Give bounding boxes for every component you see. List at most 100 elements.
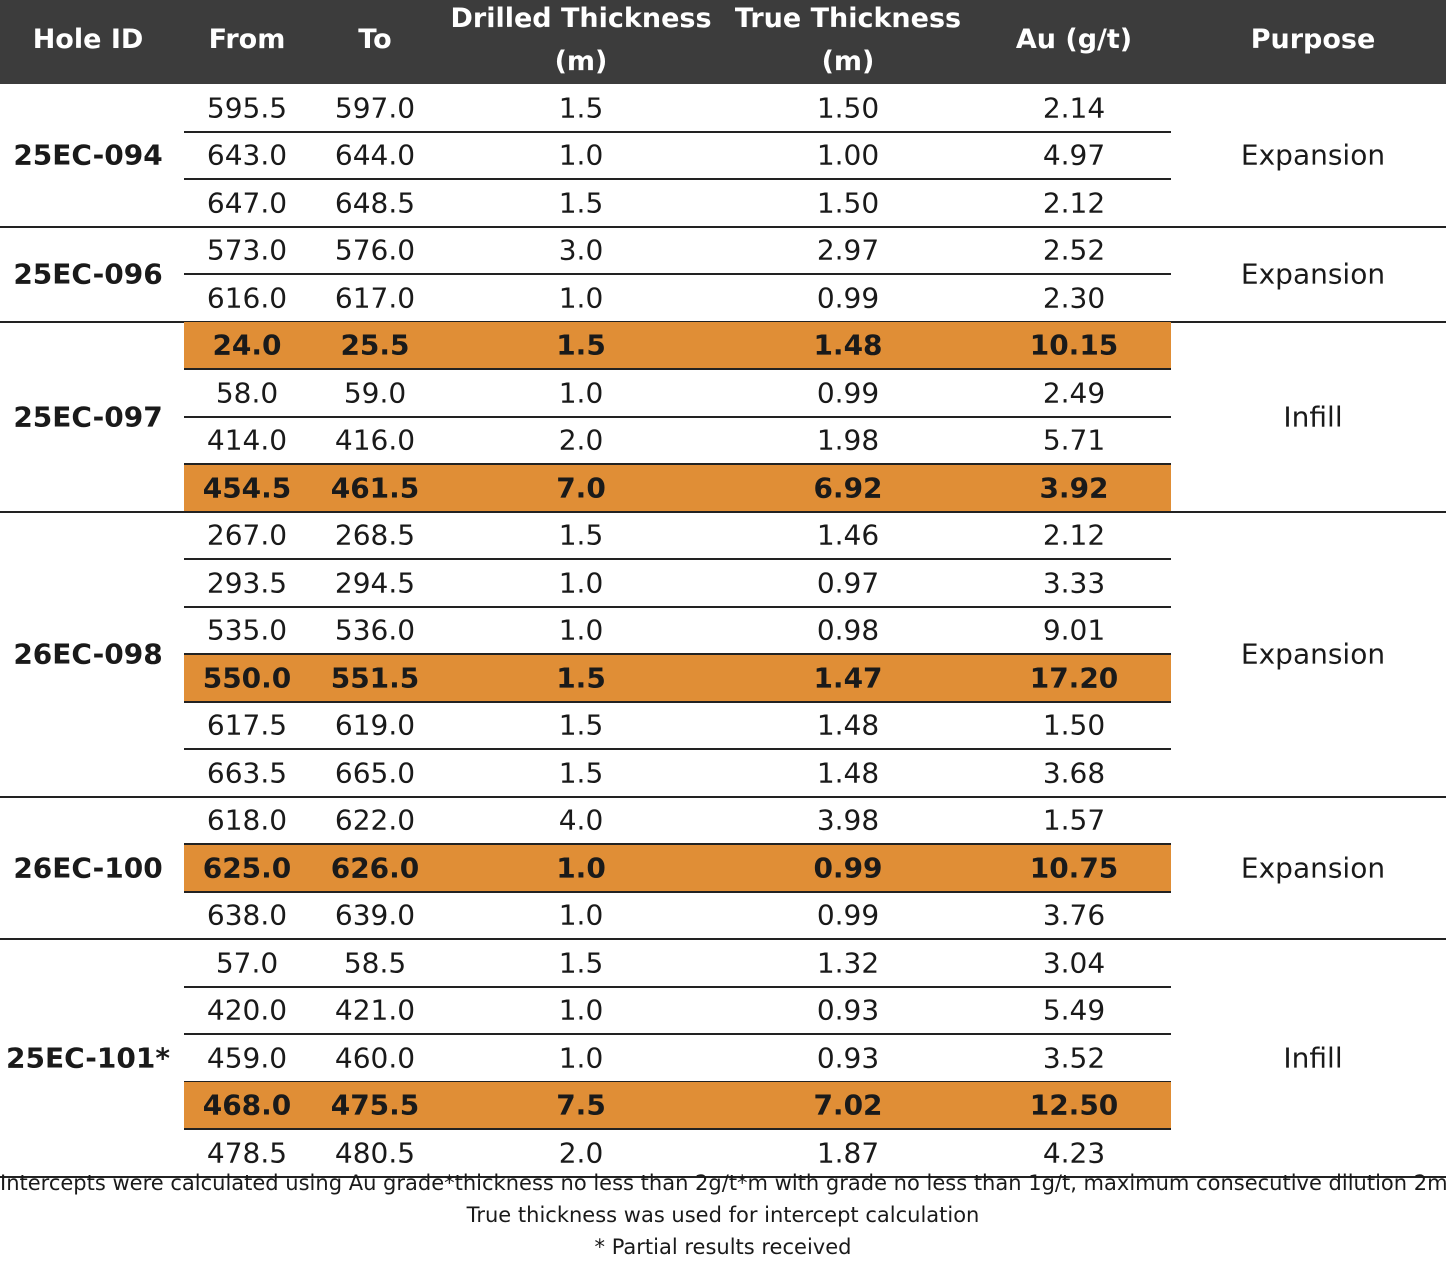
highlight-row-bg	[184, 1082, 1171, 1128]
cell-from: 595.5	[206, 91, 288, 125]
group-divider	[0, 1175, 1446, 1178]
cell-drilled: 1.0	[558, 566, 604, 600]
cell-from: 550.0	[202, 661, 292, 695]
cell-drilled: 1.0	[558, 1041, 604, 1075]
cell-true: 0.98	[816, 613, 880, 647]
cell-to: 665.0	[334, 756, 416, 790]
cell-true: 0.99	[816, 376, 880, 410]
cell-to: 536.0	[334, 613, 416, 647]
cell-au: 1.57	[1042, 803, 1106, 837]
cell-to: 626.0	[330, 851, 420, 885]
group-divider	[0, 795, 1446, 798]
cell-true: 1.50	[816, 91, 880, 125]
header-drilled-thickness: Drilled Thickness	[450, 3, 712, 34]
cell-au: 3.76	[1042, 898, 1106, 932]
cell-drilled: 1.0	[558, 376, 604, 410]
row-divider	[184, 748, 1171, 750]
cell-true: 1.48	[813, 328, 883, 362]
cell-true: 0.99	[813, 851, 883, 885]
cell-true: 7.02	[813, 1088, 883, 1122]
cell-from: 663.5	[206, 756, 288, 790]
cell-drilled: 2.0	[558, 423, 604, 457]
cell-true: 0.93	[816, 993, 880, 1027]
header-true-unit: (m)	[821, 46, 875, 77]
row-divider	[184, 1080, 1171, 1083]
cell-au: 2.12	[1042, 518, 1106, 552]
cell-au: 3.04	[1042, 946, 1106, 980]
cell-from: 573.0	[206, 233, 288, 267]
cell-drilled: 4.0	[558, 803, 604, 837]
cell-from: 414.0	[206, 423, 288, 457]
row-divider	[184, 843, 1171, 845]
cell-true: 1.00	[816, 138, 880, 172]
cell-from: 468.0	[202, 1088, 292, 1122]
cell-to: 619.0	[334, 708, 416, 742]
cell-au: 10.75	[1029, 851, 1119, 885]
cell-au: 2.52	[1042, 233, 1106, 267]
cell-au: 9.01	[1042, 613, 1106, 647]
cell-true: 0.99	[816, 281, 880, 315]
cell-drilled: 1.0	[558, 138, 604, 172]
cell-to: 58.5	[343, 946, 407, 980]
cell-drilled: 1.5	[558, 946, 604, 980]
cell-au: 3.68	[1042, 756, 1106, 790]
cell-from: 625.0	[202, 851, 292, 885]
hole-id: 25EC-096	[13, 257, 163, 291]
cell-au: 3.33	[1042, 566, 1106, 600]
cell-true: 1.46	[816, 518, 880, 552]
cell-from: 58.0	[215, 376, 279, 410]
cell-au: 4.97	[1042, 138, 1106, 172]
cell-from: 267.0	[206, 518, 288, 552]
cell-true: 0.97	[816, 566, 880, 600]
header-true-thickness: True Thickness	[734, 3, 962, 34]
cell-drilled: 1.5	[558, 518, 604, 552]
header-to: To	[358, 24, 392, 55]
cell-drilled: 1.0	[556, 851, 606, 885]
cell-true: 0.99	[816, 898, 880, 932]
cell-drilled: 3.0	[558, 233, 604, 267]
cell-from: 24.0	[212, 328, 282, 362]
cell-to: 475.5	[330, 1088, 420, 1122]
row-divider	[184, 368, 1171, 370]
header-hole-id: Hole ID	[32, 24, 144, 55]
cell-au: 12.50	[1029, 1088, 1119, 1122]
cell-true: 1.98	[816, 423, 880, 457]
cell-au: 2.49	[1042, 376, 1106, 410]
header-drilled-unit: (m)	[554, 46, 608, 77]
header-from: From	[208, 24, 286, 55]
group-divider	[0, 510, 1446, 513]
cell-true: 1.50	[816, 186, 880, 220]
cell-to: 644.0	[334, 138, 416, 172]
cell-to: 461.5	[330, 471, 420, 505]
cell-drilled: 1.5	[556, 661, 606, 695]
cell-from: 618.0	[206, 803, 288, 837]
purpose-label: Infill	[1283, 1041, 1343, 1075]
cell-to: 639.0	[334, 898, 416, 932]
row-divider	[184, 700, 1171, 703]
cell-from: 459.0	[206, 1041, 288, 1075]
group-divider	[0, 938, 1446, 940]
footnote-true-thickness: True thickness was used for intercept ca…	[466, 1203, 980, 1227]
hole-id: 25EC-097	[13, 400, 163, 433]
row-divider	[184, 415, 1171, 418]
hole-id: 25EC-101*	[6, 1041, 170, 1075]
cell-drilled: 7.5	[556, 1088, 606, 1122]
cell-drilled: 1.0	[558, 898, 604, 932]
hole-id: 25EC-094	[13, 138, 163, 172]
cell-true: 1.47	[813, 661, 883, 695]
row-divider	[184, 1128, 1171, 1130]
cell-au: 5.71	[1042, 423, 1106, 457]
cell-drilled: 1.5	[556, 328, 606, 362]
row-divider	[184, 1033, 1171, 1035]
cell-from: 616.0	[206, 281, 288, 315]
hole-id: 26EC-100	[13, 851, 163, 885]
cell-true: 0.93	[816, 1041, 880, 1075]
cell-from: 643.0	[206, 138, 288, 172]
cell-drilled: 1.0	[558, 993, 604, 1027]
footnote-method: Intercepts were calculated using Au grad…	[0, 1171, 1446, 1195]
cell-to: 551.5	[330, 661, 420, 695]
cell-au: 2.14	[1042, 91, 1106, 125]
cell-au: 2.12	[1042, 186, 1106, 220]
footnote-partial: * Partial results received	[594, 1235, 852, 1259]
